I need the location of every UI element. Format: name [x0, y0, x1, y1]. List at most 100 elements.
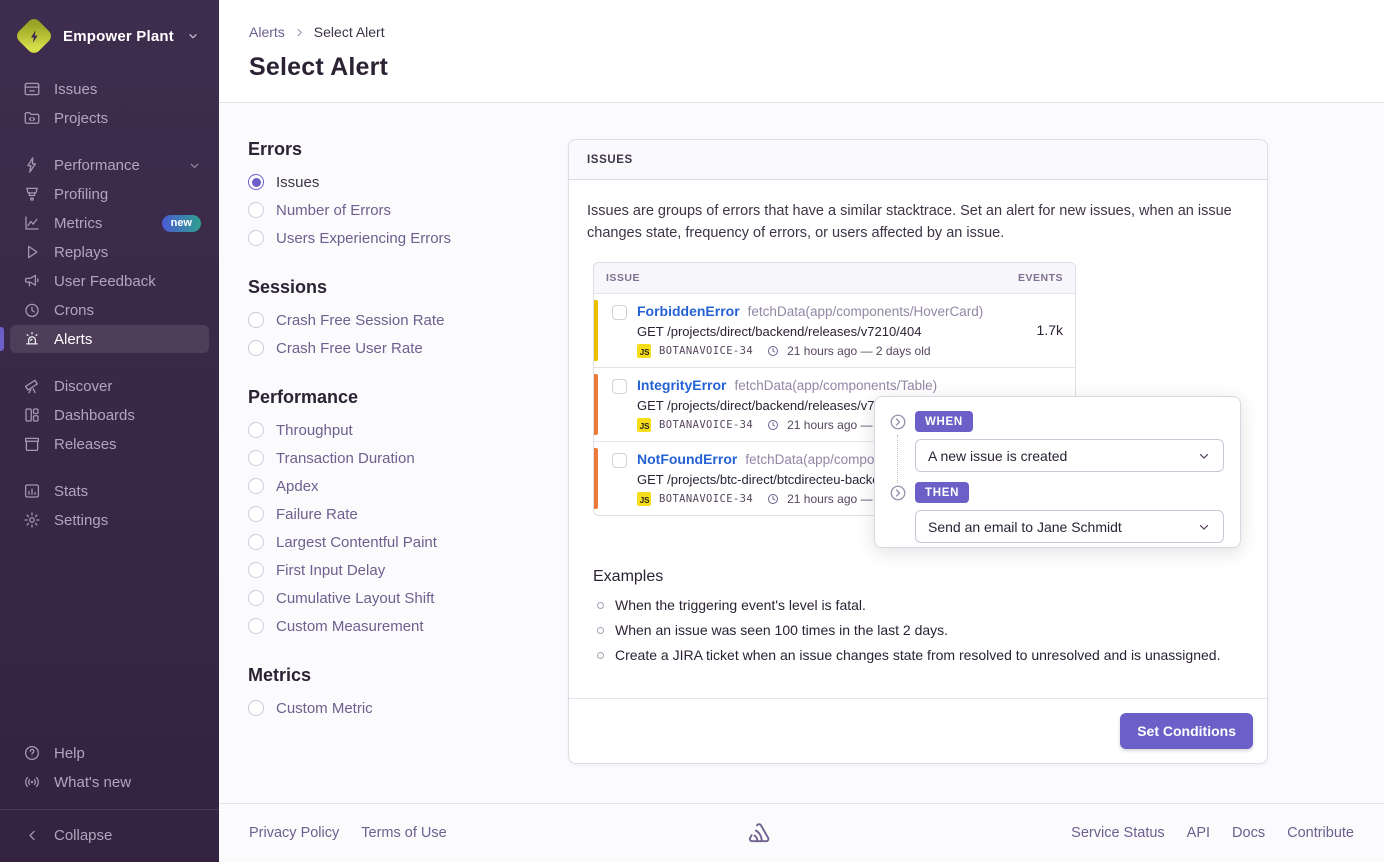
- chevron-left-icon: [23, 826, 41, 844]
- sidebar-item[interactable]: Settings: [10, 506, 209, 534]
- radio-button[interactable]: [248, 174, 264, 190]
- sidebar-bottom-group: Help What's new: [0, 738, 219, 797]
- sidebar-item-label: Discover: [54, 377, 113, 395]
- sidebar-collapse-button[interactable]: Collapse: [10, 821, 209, 849]
- content: Errors Issues Number of Errors: [219, 103, 1384, 781]
- issue-row: NotFoundError fetchData(app/component GET…: [594, 442, 1075, 515]
- radio-button[interactable]: [248, 590, 264, 606]
- sidebar-item[interactable]: Projects: [10, 104, 209, 132]
- broadcast-icon: [23, 773, 41, 791]
- org-switcher[interactable]: Empower Plant: [0, 14, 219, 74]
- radio-button[interactable]: [248, 202, 264, 218]
- alert-type-option[interactable]: Largest Contentful Paint: [248, 528, 568, 556]
- breadcrumb-alerts-link[interactable]: Alerts: [249, 24, 285, 40]
- column-issue: ISSUE: [606, 271, 641, 284]
- sidebar-item-whats-new[interactable]: What's new: [10, 768, 209, 796]
- level-indicator: [594, 373, 598, 435]
- sidebar-item-label: What's new: [54, 773, 132, 791]
- page-header: Alerts Select Alert Select Alert: [219, 0, 1384, 103]
- sidebar-item[interactable]: Replays: [10, 238, 209, 266]
- radio-button[interactable]: [248, 534, 264, 550]
- alert-type-option[interactable]: First Input Delay: [248, 556, 568, 584]
- issue-checkbox[interactable]: [612, 378, 627, 394]
- sidebar-item[interactable]: Releases: [10, 430, 209, 458]
- sidebar-item[interactable]: Performance: [10, 151, 209, 179]
- type-group-sessions: Sessions Crash Free Session Rate Crash F…: [248, 277, 568, 362]
- radio-button[interactable]: [248, 312, 264, 328]
- alert-type-option[interactable]: Failure Rate: [248, 500, 568, 528]
- issue-checkbox[interactable]: [612, 452, 627, 468]
- issue-title-link[interactable]: IntegrityError: [637, 376, 727, 393]
- issue-culprit: fetchData(app/component: [745, 451, 901, 467]
- sidebar-item[interactable]: Issues: [10, 75, 209, 103]
- example-item: When an issue was seen 100 times in the …: [593, 622, 1249, 638]
- sidebar-item-label: Profiling: [54, 185, 109, 203]
- level-indicator: [594, 447, 598, 509]
- alert-type-option[interactable]: Custom Metric: [248, 694, 568, 722]
- radio-button[interactable]: [248, 700, 264, 716]
- breadcrumb-chevron-icon: [294, 27, 305, 38]
- footer-link[interactable]: Docs: [1232, 825, 1266, 841]
- alert-type-option[interactable]: Crash Free Session Rate: [248, 306, 568, 334]
- alert-type-option[interactable]: Issues: [248, 168, 568, 196]
- level-indicator: [594, 299, 598, 361]
- alert-type-option[interactable]: Number of Errors: [248, 196, 568, 224]
- sidebar-item[interactable]: Dashboards: [10, 401, 209, 429]
- sidebar-item[interactable]: Metrics new: [10, 209, 209, 237]
- alert-type-option[interactable]: Crash Free User Rate: [248, 334, 568, 362]
- panel-footer: Set Conditions: [569, 697, 1267, 763]
- clock-icon: [767, 493, 779, 505]
- crons-icon: [23, 301, 41, 319]
- help-icon: [23, 744, 41, 762]
- footer-link[interactable]: Service Status: [1071, 825, 1165, 841]
- group-title: Metrics: [248, 665, 312, 685]
- sidebar-item-label: Issues: [54, 80, 98, 98]
- sidebar-item-label: Replays: [54, 243, 109, 261]
- sidebar-item-label: Crons: [54, 301, 95, 319]
- when-condition-value: A new issue is created: [928, 447, 1068, 464]
- radio-button[interactable]: [248, 340, 264, 356]
- group-title: Errors: [248, 139, 303, 159]
- then-action-select[interactable]: Send an email to Jane Schmidt: [915, 510, 1224, 543]
- radio-button[interactable]: [248, 422, 264, 438]
- radio-button[interactable]: [248, 562, 264, 578]
- breadcrumb: Alerts Select Alert: [249, 24, 1354, 40]
- radio-button[interactable]: [248, 450, 264, 466]
- radio-button[interactable]: [248, 230, 264, 246]
- issue-short-id: BOTANAVOICE-34: [659, 418, 754, 431]
- sidebar-item[interactable]: Alerts: [0, 325, 209, 353]
- set-conditions-button[interactable]: Set Conditions: [1120, 712, 1253, 749]
- when-condition-select[interactable]: A new issue is created: [915, 439, 1224, 472]
- issue-row: ForbiddenError fetchData(app/components/H…: [594, 294, 1075, 368]
- sidebar-item[interactable]: User Feedback: [10, 267, 209, 295]
- footer-link[interactable]: Terms of Use: [361, 825, 447, 841]
- footer-link[interactable]: Contribute: [1287, 825, 1354, 841]
- metrics-icon: [23, 214, 41, 232]
- sidebar-item-label: Settings: [54, 511, 109, 529]
- issue-title-link[interactable]: NotFoundError: [637, 450, 738, 467]
- issues-icon: [23, 80, 41, 98]
- sidebar-item[interactable]: Discover: [10, 372, 209, 400]
- alert-type-option[interactable]: Transaction Duration: [248, 444, 568, 472]
- sidebar-item-label: Projects: [54, 109, 109, 127]
- footer-link[interactable]: API: [1186, 825, 1211, 841]
- sidebar-item-label: Releases: [54, 435, 117, 453]
- radio-button[interactable]: [248, 478, 264, 494]
- alert-type-option[interactable]: Custom Measurement: [248, 612, 568, 640]
- sidebar-item[interactable]: Crons: [10, 296, 209, 324]
- footer-link[interactable]: Privacy Policy: [249, 825, 340, 841]
- projects-icon: [23, 109, 41, 127]
- alert-type-option[interactable]: Apdex: [248, 472, 568, 500]
- alert-type-option[interactable]: Cumulative Layout Shift: [248, 584, 568, 612]
- radio-button[interactable]: [248, 618, 264, 634]
- sidebar-item[interactable]: Stats: [10, 477, 209, 505]
- sidebar-item-help[interactable]: Help: [10, 739, 209, 767]
- issue-checkbox[interactable]: [612, 304, 627, 320]
- sidebar-item[interactable]: Profiling: [10, 180, 209, 208]
- alert-type-option[interactable]: Users Experiencing Errors: [248, 224, 568, 252]
- breadcrumb-current: Select Alert: [313, 24, 385, 40]
- radio-button[interactable]: [248, 506, 264, 522]
- alert-type-option[interactable]: Throughput: [248, 416, 568, 444]
- column-events: EVENTS: [1017, 271, 1063, 284]
- issue-title-link[interactable]: ForbiddenError: [637, 302, 740, 319]
